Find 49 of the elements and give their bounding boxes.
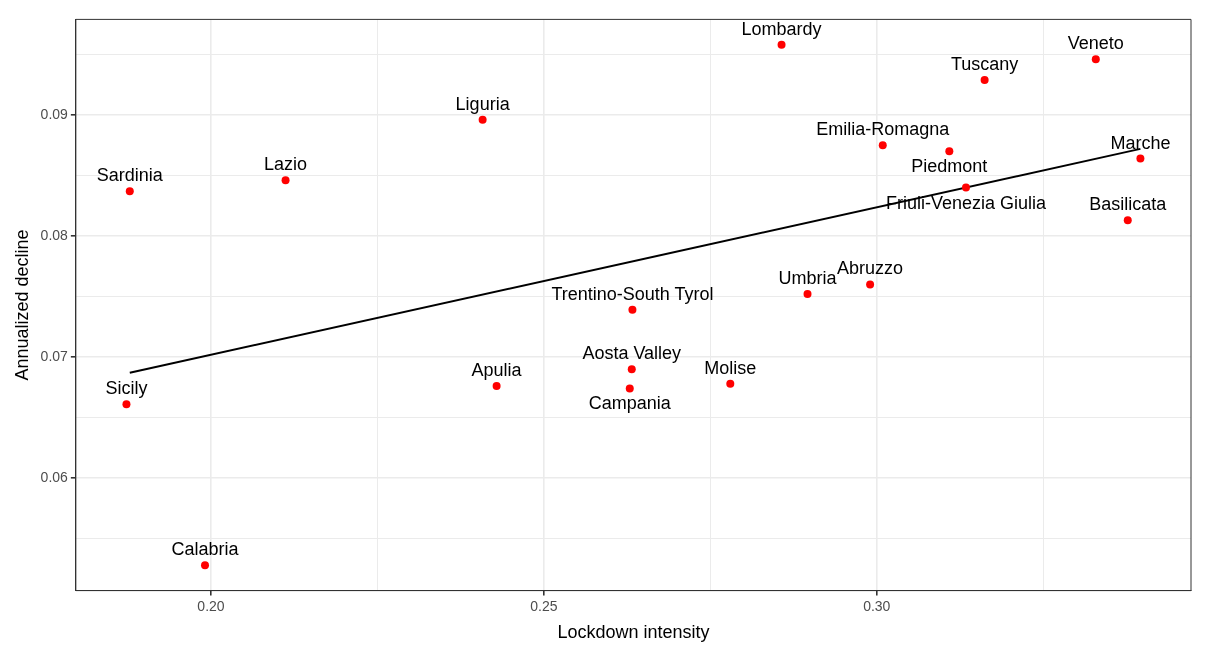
- y-tick-label: 0.07: [40, 347, 69, 364]
- point: [878, 141, 887, 150]
- data-label: Liguria: [455, 93, 511, 114]
- data-label: Emilia-Romagna: [816, 119, 951, 140]
- point: [1123, 216, 1132, 225]
- data-label: Abruzzo: [837, 258, 904, 279]
- data-label: Apulia: [471, 360, 523, 381]
- data-label: Sardinia: [96, 165, 164, 186]
- data-label: Friuli-Venezia Giulia: [885, 192, 1047, 213]
- x-tick-label: 0.30: [863, 597, 891, 614]
- point: [1136, 154, 1145, 163]
- data-label: Lazio: [264, 154, 308, 175]
- data-label: Sicily: [105, 378, 148, 399]
- data-label: Tuscany: [950, 53, 1019, 74]
- data-label: Umbria: [778, 268, 838, 289]
- x-axis-title: Lockdown intensity: [557, 622, 710, 643]
- point: [627, 365, 636, 374]
- point: [866, 280, 875, 289]
- point: [125, 187, 134, 196]
- point: [628, 305, 637, 314]
- point: [945, 147, 954, 156]
- y-tick-label: 0.06: [40, 468, 69, 485]
- data-label: Calabria: [171, 539, 240, 560]
- y-tick-label: 0.08: [40, 226, 69, 243]
- data-label: Veneto: [1067, 33, 1124, 54]
- point: [726, 379, 735, 388]
- data-label: Trentino-South Tyrol: [551, 283, 714, 304]
- data-label: Aosta Valley: [582, 343, 682, 364]
- data-label: Piedmont: [911, 156, 988, 177]
- x-tick-label: 0.20: [197, 597, 225, 614]
- point: [478, 115, 487, 124]
- y-axis-title: Annualized decline: [11, 229, 32, 381]
- data-label: Molise: [704, 357, 757, 378]
- point: [777, 40, 786, 49]
- y-tick-label: 0.09: [40, 105, 69, 122]
- data-label: Basilicata: [1089, 194, 1168, 215]
- point: [492, 382, 501, 391]
- point: [961, 183, 970, 192]
- x-tick-label: 0.25: [530, 597, 558, 614]
- point: [201, 561, 210, 570]
- point: [122, 400, 131, 409]
- point: [281, 176, 290, 185]
- data-label: Campania: [588, 393, 672, 414]
- data-label: Marche: [1110, 132, 1171, 153]
- point: [625, 384, 634, 393]
- point: [1091, 55, 1100, 64]
- point: [803, 290, 812, 299]
- data-label: Lombardy: [741, 18, 822, 39]
- point: [980, 75, 989, 84]
